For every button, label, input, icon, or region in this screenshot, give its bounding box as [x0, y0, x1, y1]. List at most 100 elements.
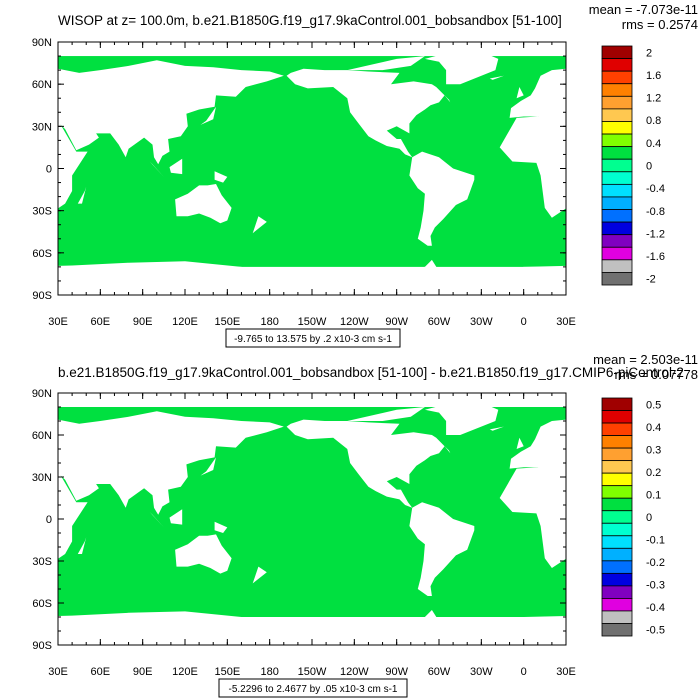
colorbar-label: 0.4 [646, 138, 661, 150]
land-mask [424, 402, 499, 435]
colorbar-label: 1.2 [646, 93, 661, 105]
land-mask [658, 162, 672, 177]
colorbar-label: -0.2 [646, 557, 665, 569]
colorbar-swatch [601, 547, 633, 562]
x-tick-label: 150E [214, 666, 240, 678]
colorbar-swatch [601, 560, 633, 574]
y-tick-label: 30N [32, 121, 52, 133]
stat-rms: rms = 0.2574 [622, 17, 698, 32]
panel-top: WISOP at z= 100.0m, b.e21.B1850G.f19_g17… [9, 2, 700, 348]
land-mask [444, 95, 451, 103]
x-tick-label: 120W [340, 666, 369, 678]
land-mask [214, 171, 228, 183]
colorbar-swatch [601, 70, 633, 85]
colorbar-label: -0.4 [646, 183, 665, 195]
x-tick-label: 150W [298, 666, 327, 678]
colorbar-label: -1.2 [646, 228, 665, 240]
colorbar-swatch [601, 422, 633, 436]
land-mask [77, 537, 87, 554]
axes: 90N 60N 30N 0 30S 60S 90S 30E 60E 90E 120E 150E 180 1… [32, 388, 576, 678]
land-mask [683, 534, 700, 573]
y-tick-label: 0 [46, 164, 52, 176]
colorbar-swatch [601, 497, 633, 512]
colorbar-swatch [601, 623, 633, 637]
colorbar-label: 0.3 [646, 444, 661, 456]
x-tick-label: 30E [48, 316, 68, 328]
subtitle: -5.2296 to 2.4677 by .05 x10-3 cm s-1 [229, 684, 398, 695]
land-mask [169, 158, 183, 175]
colorbar-label: -0.3 [646, 580, 665, 592]
colorbar: 2 1.6 1.2 0.8 0.4 0 -0.4 -0.8 -1.2 -1.6 -2 [601, 45, 665, 286]
x-tick-label: 90E [133, 316, 153, 328]
land-mask [678, 159, 691, 174]
x-tick-label: 30E [556, 666, 576, 678]
colorbar-swatch [601, 447, 633, 462]
colorbar-label: 0.8 [646, 115, 661, 127]
colorbar-swatch [601, 171, 633, 185]
colorbar-swatch [601, 158, 633, 173]
land-mask [516, 437, 524, 449]
panel-bottom: b.e21.B1850G.f19_g17.9kaControl.001_bobs… [9, 352, 700, 698]
y-tick-label: 30N [32, 472, 52, 484]
colorbar-swatch [601, 435, 633, 449]
subtitle-box: -5.2296 to 2.4677 by .05 x10-3 cm s-1 [218, 678, 408, 698]
x-tick-label: 120E [172, 666, 198, 678]
colorbar-swatch [601, 610, 633, 624]
land-mask [683, 184, 700, 223]
colorbar-swatch [601, 45, 633, 59]
land-mask [252, 566, 267, 584]
y-tick-label: 30S [32, 556, 52, 568]
colorbar-swatch [601, 108, 633, 122]
colorbar-swatch [601, 485, 633, 499]
colorbar-label: 2 [646, 47, 652, 59]
colorbar-label: 0 [646, 512, 652, 524]
land-mask [499, 116, 566, 218]
colorbar-swatch [601, 510, 633, 524]
x-tick-label: 90W [385, 666, 408, 678]
x-tick-label: 60E [91, 316, 111, 328]
stat-mean: mean = -7.073e-11 [589, 2, 698, 17]
colorbar-swatch [601, 234, 633, 248]
land-mask [149, 512, 164, 528]
y-tick-label: 90N [32, 37, 52, 49]
land-mask [286, 68, 445, 158]
land-mask [286, 419, 445, 508]
land-mask [200, 457, 216, 476]
x-tick-label: 0 [521, 666, 527, 678]
colorbar-swatch [601, 121, 633, 135]
land-mask [77, 186, 87, 204]
colorbar-swatch [601, 585, 633, 599]
x-tick-label: 60E [91, 666, 111, 678]
colorbar-swatch [601, 133, 633, 148]
colorbar-swatch [601, 397, 633, 411]
land-mask [586, 187, 594, 204]
x-tick-label: 30W [470, 316, 493, 328]
colorbar-label: 1.6 [646, 70, 661, 82]
land-mask [9, 87, 16, 98]
colorbar-swatch [601, 460, 633, 474]
y-tick-label: 90N [32, 388, 52, 400]
colorbar-label: -0.8 [646, 206, 665, 218]
land-mask [175, 534, 232, 574]
land-mask [58, 474, 88, 559]
colorbar-swatch [601, 272, 633, 286]
land-mask [658, 512, 672, 527]
x-tick-label: 180 [260, 316, 278, 328]
colorbar-label: 0.1 [646, 489, 661, 501]
map-area [9, 51, 700, 295]
y-tick-label: 0 [46, 514, 52, 526]
land-mask [9, 438, 16, 449]
colorbar-swatch [601, 146, 633, 160]
colorbar-swatch [601, 522, 633, 537]
colorbar-label: -2 [646, 274, 656, 286]
colorbar-label: 0.4 [646, 422, 661, 434]
colorbar-swatch [601, 259, 633, 273]
y-tick-label: 90S [32, 640, 52, 652]
colorbar-label: 0 [646, 161, 652, 173]
x-tick-label: 150W [298, 316, 327, 328]
chart-title: WISOP at z= 100.0m, b.e21.B1850G.f19_g17… [58, 13, 562, 28]
stat-rms: rms = 0.07778 [615, 367, 698, 382]
chart-title: b.e21.B1850G.f19_g17.9kaControl.001_bobs… [58, 365, 684, 380]
land-mask [409, 151, 475, 246]
colorbar-label: -1.6 [646, 251, 665, 263]
